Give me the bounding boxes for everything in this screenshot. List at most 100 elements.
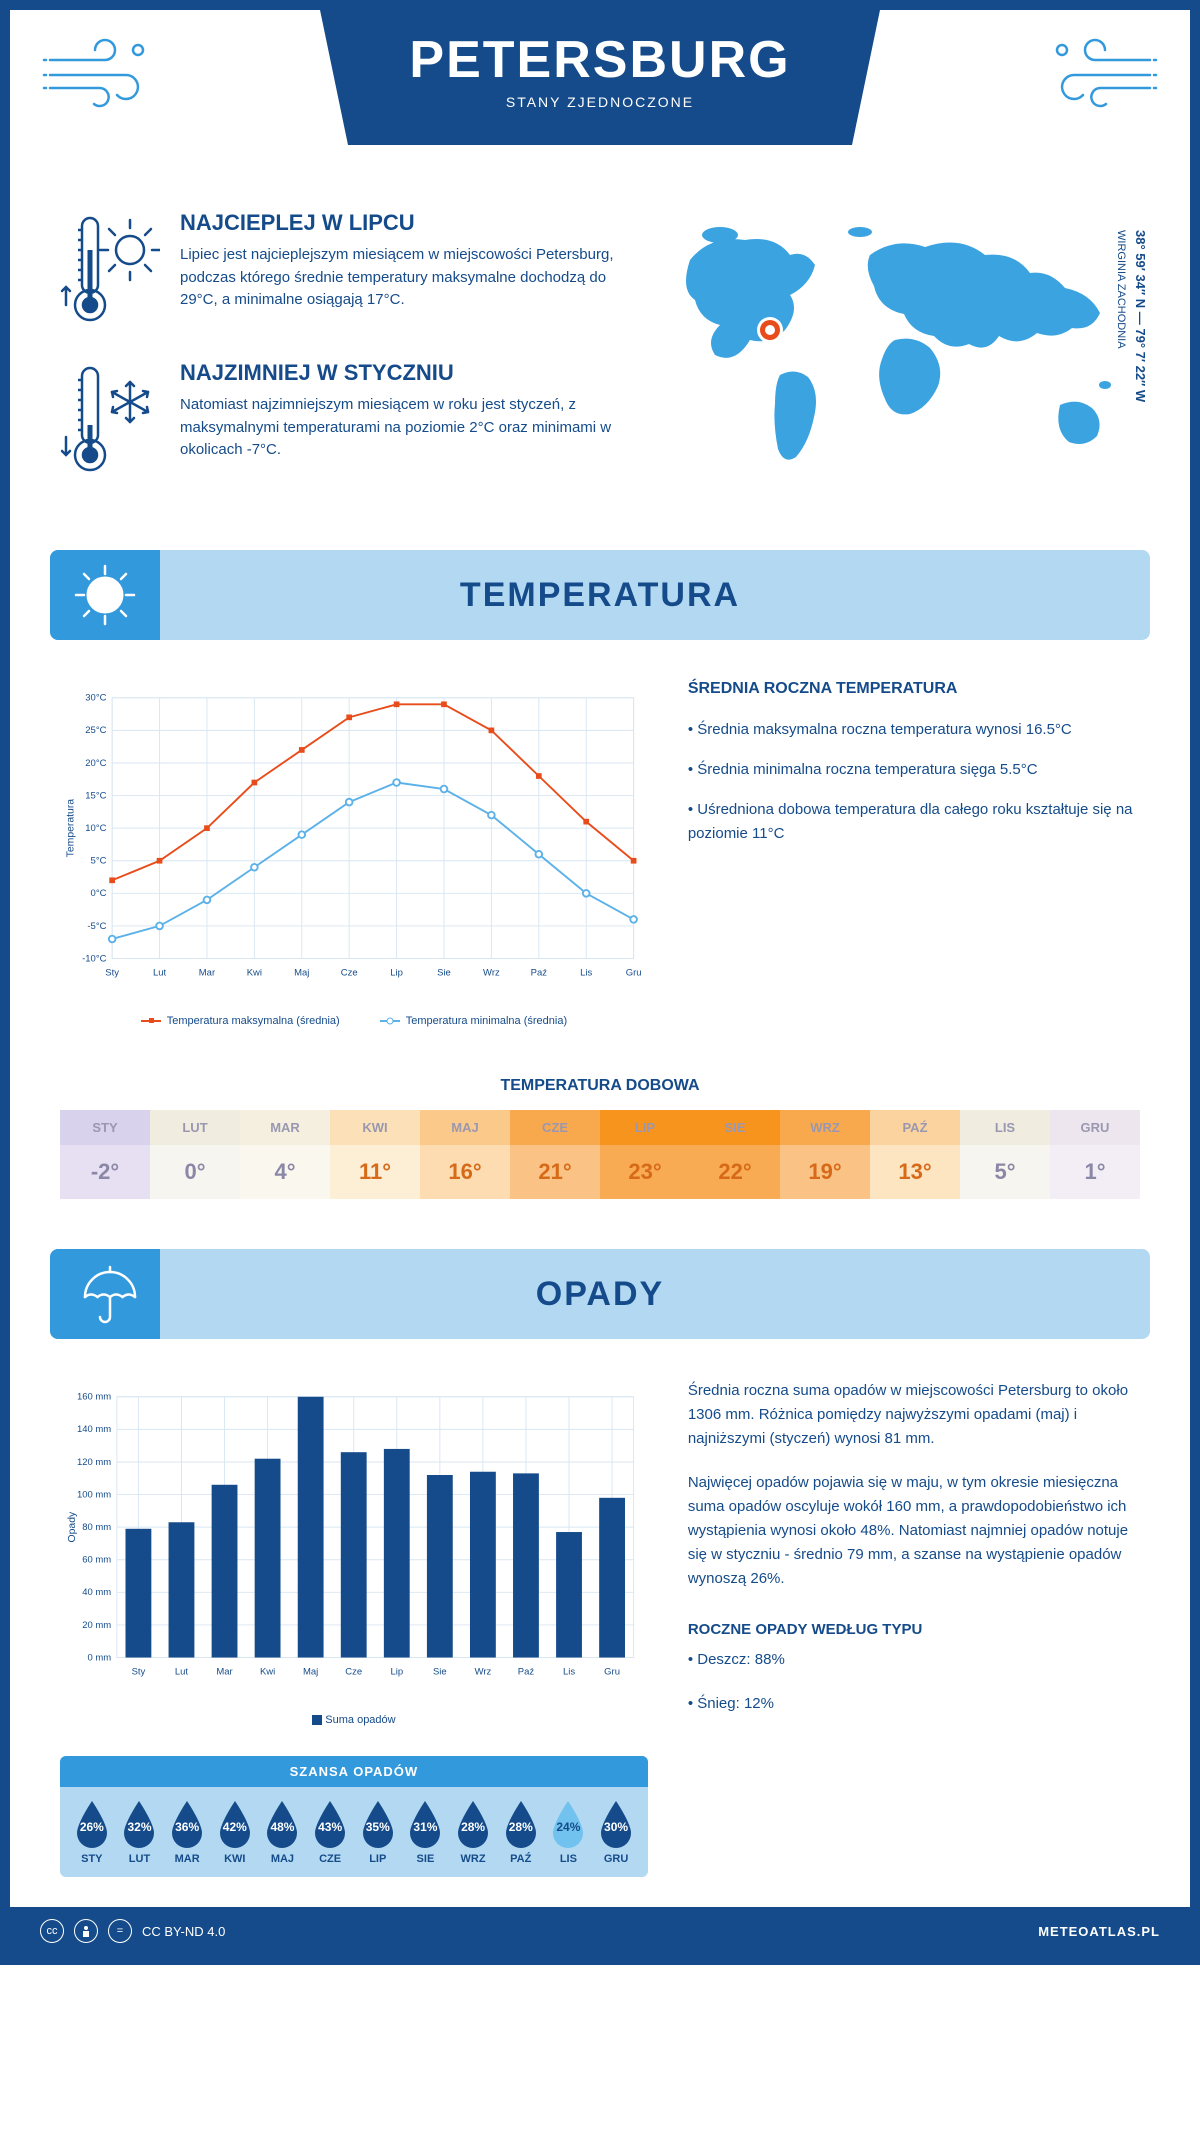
svg-text:100 mm: 100 mm <box>77 1489 111 1500</box>
temperature-chart-box: -10°C-5°C0°C5°C10°C15°C20°C25°C30°CStyLu… <box>60 680 648 1027</box>
svg-text:Lut: Lut <box>175 1667 189 1678</box>
raindrop-icon: 48% <box>262 1799 302 1849</box>
svg-text:25°C: 25°C <box>85 725 106 736</box>
daily-temp-table: STY -2° LUT 0° MAR 4° KWI 11° MAJ 16° CZ… <box>60 1110 1140 1199</box>
raindrop-icon: 32% <box>119 1799 159 1849</box>
daily-cell: LIS 5° <box>960 1110 1050 1199</box>
city-title: PETERSBURG <box>320 30 880 90</box>
chance-cell: 26% STY <box>68 1799 116 1865</box>
svg-text:Opady: Opady <box>67 1511 78 1542</box>
precip-paragraph: Średnia roczna suma opadów w miejscowośc… <box>688 1379 1140 1451</box>
temperature-content: -10°C-5°C0°C5°C10°C15°C20°C25°C30°CStyLu… <box>10 640 1190 1047</box>
temperature-legend: Temperatura maksymalna (średnia) Tempera… <box>60 1015 648 1027</box>
svg-text:Paź: Paź <box>531 968 548 979</box>
precip-type-title: ROCZNE OPADY WEDŁUG TYPU <box>688 1621 1140 1638</box>
coordinates: 38° 59′ 34″ N — 79° 7′ 22″ W WIRGINIA ZA… <box>1112 230 1150 402</box>
title-banner: PETERSBURG STANY ZJEDNOCZONE <box>320 10 880 145</box>
chance-cell: 30% GRU <box>592 1799 640 1865</box>
temp-info-title: ŚREDNIA ROCZNA TEMPERATURA <box>688 680 1140 698</box>
raindrop-icon: 24% <box>548 1799 588 1849</box>
svg-text:Gru: Gru <box>626 968 642 979</box>
precip-snow: • Śnieg: 12% <box>688 1692 1140 1716</box>
svg-text:40 mm: 40 mm <box>82 1587 111 1598</box>
temperature-line-chart: -10°C-5°C0°C5°C10°C15°C20°C25°C30°CStyLu… <box>60 680 648 1000</box>
precip-paragraph: Najwięcej opadów pojawia się w maju, w t… <box>688 1471 1140 1591</box>
chance-cell: 48% MAJ <box>259 1799 307 1865</box>
svg-text:10°C: 10°C <box>85 823 106 834</box>
raindrop-icon: 28% <box>501 1799 541 1849</box>
svg-text:80 mm: 80 mm <box>82 1522 111 1533</box>
chance-cell: 43% CZE <box>306 1799 354 1865</box>
raindrop-icon: 35% <box>358 1799 398 1849</box>
svg-text:Mar: Mar <box>199 968 215 979</box>
svg-text:Sie: Sie <box>433 1667 447 1678</box>
raindrop-icon: 30% <box>596 1799 636 1849</box>
svg-text:0 mm: 0 mm <box>88 1652 112 1663</box>
svg-text:160 mm: 160 mm <box>77 1392 111 1403</box>
world-map-icon <box>660 210 1140 490</box>
precipitation-title: OPADY <box>160 1275 1150 1314</box>
daily-cell: PAŹ 13° <box>870 1110 960 1199</box>
precipitation-left: 0 mm20 mm40 mm60 mm80 mm100 mm120 mm140 … <box>60 1379 648 1877</box>
temperature-title: TEMPERATURA <box>160 576 1150 615</box>
coords-region: WIRGINIA ZACHODNIA <box>1115 230 1127 349</box>
daily-cell: GRU 1° <box>1050 1110 1140 1199</box>
svg-text:Gru: Gru <box>604 1667 620 1678</box>
svg-text:Lis: Lis <box>563 1667 575 1678</box>
intro-section: NAJCIEPLEJ W LIPCU Lipiec jest najcieple… <box>10 190 1190 550</box>
svg-text:Sty: Sty <box>105 968 119 979</box>
temp-info-line: • Uśredniona dobowa temperatura dla całe… <box>688 798 1140 846</box>
svg-text:Wrz: Wrz <box>483 968 500 979</box>
chance-cell: 31% SIE <box>402 1799 450 1865</box>
footer: cc = CC BY-ND 4.0 METEOATLAS.PL <box>10 1907 1190 1955</box>
warmest-text: Lipiec jest najcieplejszym miesiącem w m… <box>180 244 620 312</box>
svg-text:15°C: 15°C <box>85 790 106 801</box>
precipitation-legend: Suma opadów <box>60 1714 648 1726</box>
svg-text:0°C: 0°C <box>91 888 107 899</box>
svg-text:Cze: Cze <box>345 1667 362 1678</box>
daily-cell: MAJ 16° <box>420 1110 510 1199</box>
svg-text:Paź: Paź <box>518 1667 535 1678</box>
svg-text:Sty: Sty <box>132 1667 146 1678</box>
svg-text:Wrz: Wrz <box>475 1667 492 1678</box>
thermometer-snowflake-icon <box>60 360 160 480</box>
by-icon <box>74 1919 98 1943</box>
temp-info-line: • Średnia minimalna roczna temperatura s… <box>688 758 1140 782</box>
chance-title: SZANSA OPADÓW <box>60 1756 648 1787</box>
map-column: 38° 59′ 34″ N — 79° 7′ 22″ W WIRGINIA ZA… <box>660 210 1140 510</box>
coldest-block: NAJZIMNIEJ W STYCZNIU Natomiast najzimni… <box>60 360 620 480</box>
sun-icon <box>50 550 160 640</box>
raindrop-icon: 42% <box>215 1799 255 1849</box>
raindrop-icon: 36% <box>167 1799 207 1849</box>
chance-cell: 36% MAR <box>163 1799 211 1865</box>
temp-info-line: • Średnia maksymalna roczna temperatura … <box>688 718 1140 742</box>
svg-text:Lip: Lip <box>390 1667 403 1678</box>
country-subtitle: STANY ZJEDNOCZONE <box>320 94 880 110</box>
chance-cell: 32% LUT <box>116 1799 164 1865</box>
svg-text:Sie: Sie <box>437 968 451 979</box>
svg-text:Temperatura: Temperatura <box>65 799 76 858</box>
coldest-title: NAJZIMNIEJ W STYCZNIU <box>180 360 620 386</box>
wind-icon <box>40 30 160 110</box>
precipitation-chance-box: SZANSA OPADÓW 26% STY 32% LUT 36% MAR 42… <box>60 1756 648 1877</box>
svg-text:Cze: Cze <box>341 968 358 979</box>
temperature-section-header: TEMPERATURA <box>50 550 1150 640</box>
chance-cell: 35% LIP <box>354 1799 402 1865</box>
svg-text:Maj: Maj <box>303 1667 318 1678</box>
precipitation-section-header: OPADY <box>50 1249 1150 1339</box>
chance-cell: 24% LIS <box>545 1799 593 1865</box>
svg-text:-5°C: -5°C <box>87 921 106 932</box>
raindrop-icon: 26% <box>72 1799 112 1849</box>
temperature-info: ŚREDNIA ROCZNA TEMPERATURA • Średnia mak… <box>688 680 1140 1027</box>
coldest-text: Natomiast najzimniejszym miesiącem w rok… <box>180 394 620 462</box>
daily-cell: STY -2° <box>60 1110 150 1199</box>
svg-text:Kwi: Kwi <box>247 968 262 979</box>
svg-text:Lis: Lis <box>580 968 592 979</box>
svg-text:Lut: Lut <box>153 968 167 979</box>
daily-cell: SIE 22° <box>690 1110 780 1199</box>
daily-cell: LUT 0° <box>150 1110 240 1199</box>
raindrop-icon: 28% <box>453 1799 493 1849</box>
svg-text:Mar: Mar <box>216 1667 232 1678</box>
precipitation-info: Średnia roczna suma opadów w miejscowośc… <box>688 1379 1140 1877</box>
svg-text:Maj: Maj <box>294 968 309 979</box>
